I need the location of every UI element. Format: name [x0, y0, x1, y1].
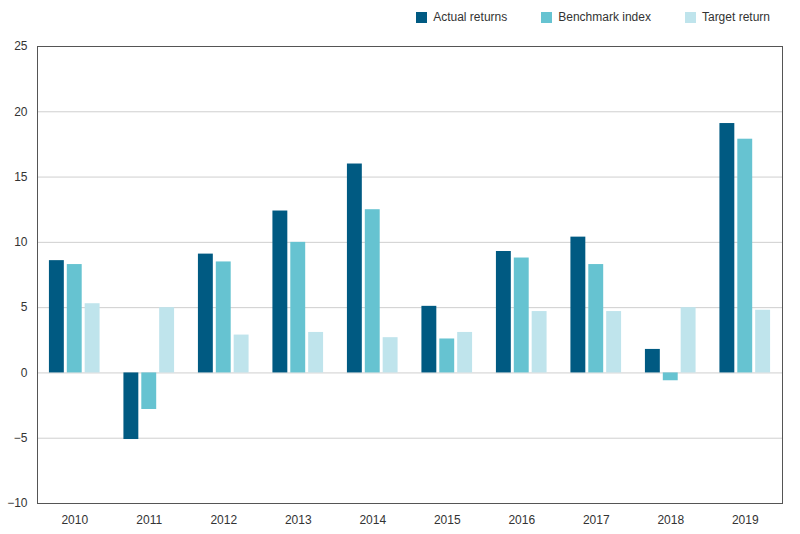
html-text:Target return: Target return [702, 10, 770, 24]
svg-text:25: 25 [14, 39, 28, 53]
svg-text:2012: 2012 [210, 513, 237, 527]
svg-text:0: 0 [21, 366, 28, 380]
svg-text:2013: 2013 [285, 513, 312, 527]
html-text:Benchmark index: Benchmark index [558, 10, 651, 24]
svg-text:2016: 2016 [508, 513, 535, 527]
svg-text:2011: 2011 [136, 513, 162, 527]
svg-text:2014: 2014 [359, 513, 386, 527]
svg-text:5: 5 [21, 300, 28, 314]
svg-text:20: 20 [14, 105, 28, 119]
svg-text:2017: 2017 [583, 513, 610, 527]
svg-text:2010: 2010 [61, 513, 88, 527]
svg-text:−10: −10 [7, 496, 28, 510]
svg-text:15: 15 [14, 170, 28, 184]
svg-text:2018: 2018 [657, 513, 684, 527]
svg-text:10: 10 [14, 235, 28, 249]
svg-text:2015: 2015 [434, 513, 461, 527]
svg-text:2019: 2019 [732, 513, 759, 527]
html-text:Actual returns: Actual returns [433, 10, 508, 24]
svg-text:−5: −5 [14, 431, 28, 445]
